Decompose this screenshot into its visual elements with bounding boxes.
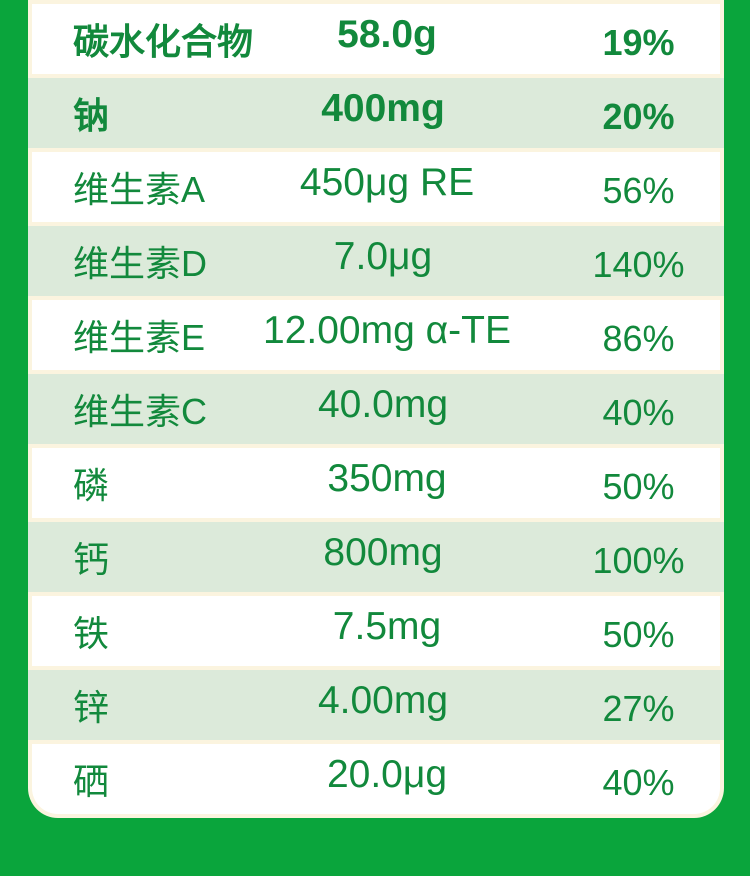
nutrient-nrv-percent: 56% bbox=[602, 170, 675, 211]
nutrition-table-row: 碳水化合物 58.0g 19% bbox=[32, 4, 720, 74]
nutrient-amount-value: 400mg bbox=[321, 87, 445, 130]
nutrient-nrv-percent: 50% bbox=[602, 614, 675, 655]
nutrition-table-row: 钠 400mg 20% bbox=[28, 78, 724, 148]
nutrient-nrv-percent: 40% bbox=[602, 762, 675, 803]
nutrition-table-row: 维生素E 12.00mg α-TE 86% bbox=[32, 300, 720, 370]
nutrient-nrv-percent: 86% bbox=[602, 318, 675, 359]
nutrient-nrv-percent: 50% bbox=[602, 466, 675, 507]
nutrition-table: 碳水化合物 58.0g 19% 钠 400mg 20% 维生素A 450μg R… bbox=[28, 0, 724, 818]
nutrition-table-row: 维生素C 40.0mg 40% bbox=[28, 374, 724, 444]
nutrient-nrv-percent: 27% bbox=[602, 688, 675, 729]
nutrient-name-label: 钠 bbox=[73, 95, 110, 136]
nutrient-name-label: 维生素A bbox=[73, 169, 206, 210]
nutrient-name-label: 维生素C bbox=[73, 391, 207, 432]
nutrition-table-row: 维生素D 7.0μg 140% bbox=[28, 226, 724, 296]
nutrient-amount-value: 800mg bbox=[323, 531, 443, 574]
nutrition-table-row: 硒 20.0μg 40% bbox=[32, 744, 720, 814]
nutrient-nrv-percent: 140% bbox=[592, 244, 685, 285]
nutrient-amount-value: 450μg RE bbox=[299, 161, 475, 204]
nutrient-nrv-percent: 19% bbox=[602, 22, 675, 63]
nutrient-name-label: 维生素D bbox=[73, 243, 207, 284]
nutrient-name-label: 钙 bbox=[73, 539, 110, 580]
nutrient-amount-value: 7.0μg bbox=[333, 235, 433, 278]
nutrient-nrv-percent: 100% bbox=[592, 540, 685, 581]
nutrient-amount-value: 4.00mg bbox=[317, 679, 449, 722]
nutrition-table-row: 锌 4.00mg 27% bbox=[28, 670, 724, 740]
nutrient-name-label: 维生素E bbox=[73, 317, 206, 358]
nutrition-table-row: 铁 7.5mg 50% bbox=[32, 596, 720, 666]
nutrient-amount-value: 350mg bbox=[327, 457, 447, 500]
nutrient-name-label: 铁 bbox=[73, 613, 110, 654]
nutrition-table-row: 钙 800mg 100% bbox=[28, 522, 724, 592]
nutrient-name-label: 锌 bbox=[73, 687, 110, 728]
nutrition-table-row: 维生素A 450μg RE 56% bbox=[32, 152, 720, 222]
nutrient-amount-value: 12.00mg α-TE bbox=[263, 309, 511, 352]
nutrient-name-label: 碳水化合物 bbox=[73, 21, 254, 62]
nutrient-name-label: 磷 bbox=[73, 465, 110, 506]
nutrient-amount-value: 40.0mg bbox=[317, 383, 449, 426]
nutrient-name-label: 硒 bbox=[73, 761, 110, 802]
nutrition-table-row: 磷 350mg 50% bbox=[32, 448, 720, 518]
nutrient-nrv-percent: 40% bbox=[602, 392, 675, 433]
nutrient-amount-value: 7.5mg bbox=[332, 605, 442, 648]
nutrient-amount-value: 20.0μg bbox=[326, 753, 448, 796]
nutrient-nrv-percent: 20% bbox=[602, 96, 675, 137]
nutrient-amount-value: 58.0g bbox=[337, 13, 437, 56]
